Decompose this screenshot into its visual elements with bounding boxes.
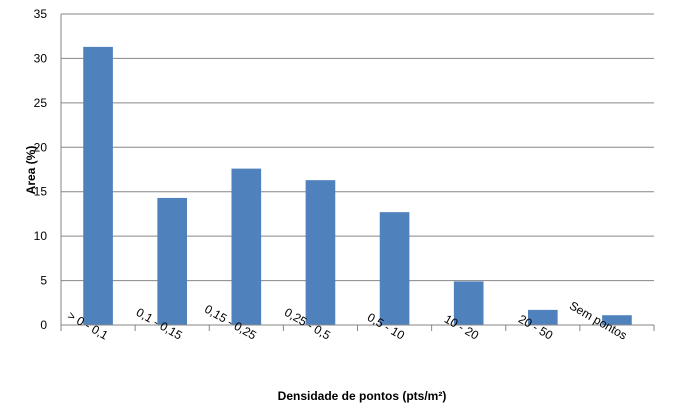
bar — [305, 180, 336, 325]
y-tick-label: 0 — [40, 318, 47, 332]
y-tick-label: 5 — [40, 274, 47, 288]
y-tick-label: 30 — [34, 51, 48, 65]
y-tick-label: 10 — [34, 229, 48, 243]
bar — [157, 197, 188, 325]
y-tick-label: 15 — [34, 185, 48, 199]
axes — [60, 14, 655, 331]
gridlines — [61, 13, 654, 282]
x-axis-title: Densidade de pontos (pts/m²) — [278, 389, 447, 403]
bar — [231, 168, 262, 325]
y-tick-label: 35 — [34, 7, 48, 21]
y-tick-label: 20 — [34, 140, 48, 154]
bar — [602, 315, 632, 325]
y-tick-labels: 0 5 10 15 20 25 30 35 — [34, 7, 48, 332]
bar — [453, 281, 484, 325]
y-tick-label: 25 — [34, 96, 48, 110]
bar — [379, 212, 410, 325]
bar — [83, 46, 113, 326]
y-axis-title: Area (%) — [24, 146, 38, 195]
bar — [527, 309, 558, 325]
bars — [83, 46, 632, 326]
